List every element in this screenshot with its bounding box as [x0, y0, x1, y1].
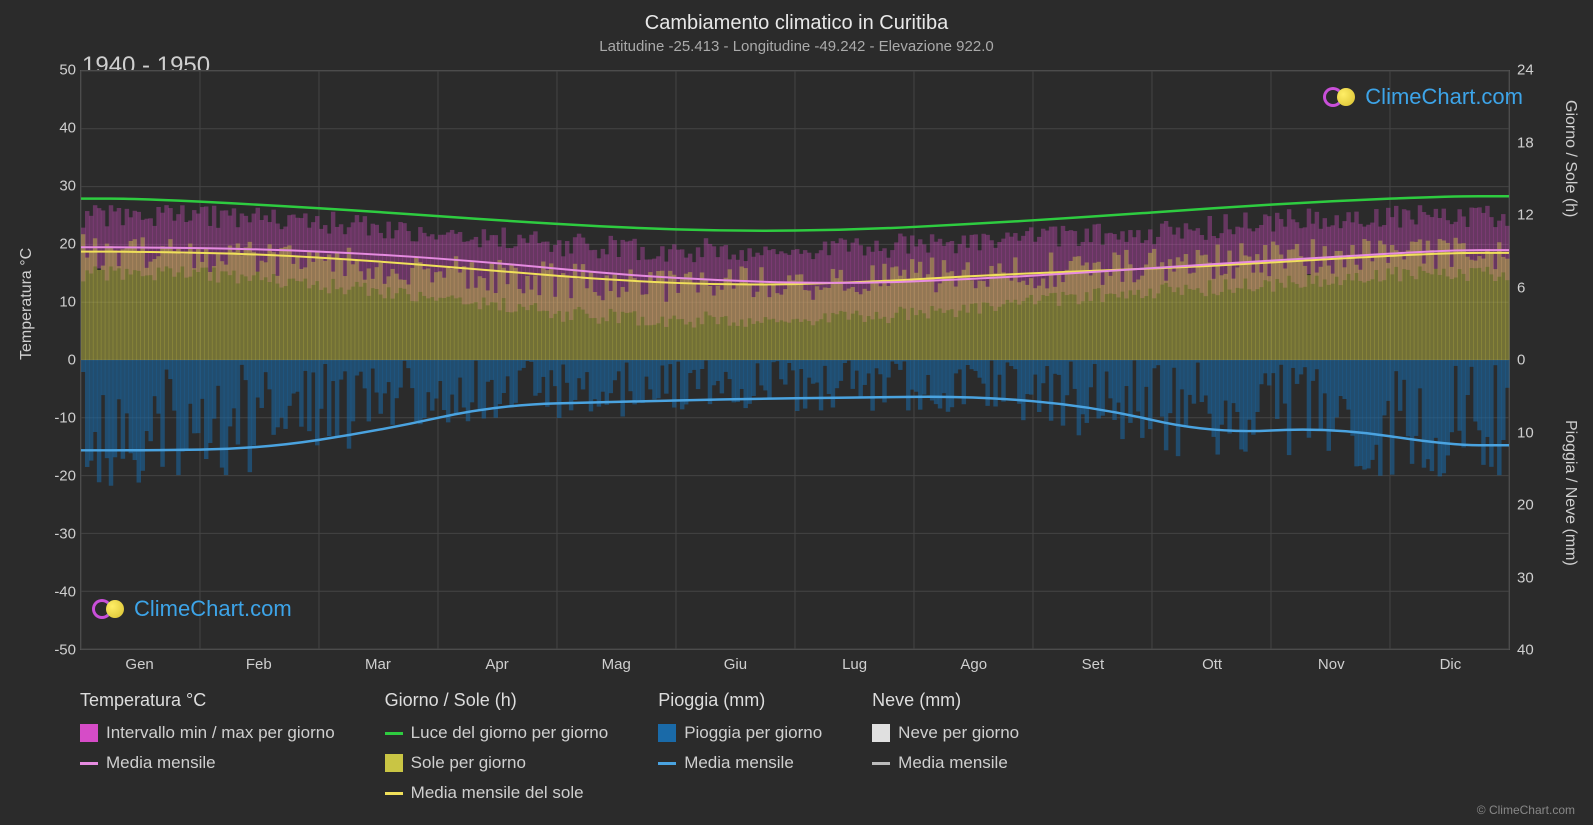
legend-daylight: Luce del giorno per giorno	[385, 723, 609, 743]
legend-day-head: Giorno / Sole (h)	[385, 690, 609, 711]
swatch-snow-icon	[872, 724, 890, 742]
axis-tick: -20	[48, 468, 76, 485]
watermark-top: ClimeChart.com	[1323, 84, 1523, 110]
month-tick: Giu	[724, 656, 747, 673]
y2b-axis-label: Pioggia / Neve (mm)	[1561, 420, 1579, 566]
axis-tick: 0	[1517, 352, 1545, 369]
legend-snow-mean: Media mensile	[872, 753, 1019, 773]
legend-snow-head: Neve (mm)	[872, 690, 1019, 711]
swatch-rain-icon	[658, 724, 676, 742]
y2a-axis-label: Giorno / Sole (h)	[1561, 100, 1579, 217]
y1-axis-label: Temperatura °C	[18, 248, 36, 360]
legend-temp-range: Intervallo min / max per giorno	[80, 723, 335, 743]
legend-snow-daily: Neve per giorno	[872, 723, 1019, 743]
legend-temp-head: Temperatura °C	[80, 690, 335, 711]
plot-area	[80, 70, 1510, 650]
swatch-sun-icon	[385, 754, 403, 772]
legend-snow: Neve (mm) Neve per giorno Media mensile	[872, 690, 1019, 803]
watermark-text: ClimeChart.com	[134, 596, 292, 622]
month-tick: Mar	[365, 656, 391, 673]
chart-title: Cambiamento climatico in Curitiba	[0, 12, 1593, 35]
copyright: © ClimeChart.com	[1477, 803, 1575, 817]
legend-rain-mean-label: Media mensile	[684, 753, 794, 773]
axis-tick: 12	[1517, 207, 1545, 224]
axis-tick: 0	[48, 352, 76, 369]
axis-tick: 50	[48, 62, 76, 79]
axis-tick: 10	[48, 294, 76, 311]
legend-temp: Temperatura °C Intervallo min / max per …	[80, 690, 335, 803]
legend-temp-mean: Media mensile	[80, 753, 335, 773]
axis-tick: -40	[48, 584, 76, 601]
swatch-sun-mean-icon	[385, 792, 403, 795]
month-tick: Apr	[485, 656, 508, 673]
logo-icon	[92, 597, 128, 621]
month-tick: Ott	[1202, 656, 1222, 673]
plot-svg	[81, 71, 1509, 649]
swatch-temp-mean-icon	[80, 762, 98, 765]
legend-day: Giorno / Sole (h) Luce del giorno per gi…	[385, 690, 609, 803]
month-tick: Feb	[246, 656, 272, 673]
logo-icon	[1323, 85, 1359, 109]
month-tick: Gen	[125, 656, 153, 673]
month-tick: Ago	[960, 656, 987, 673]
axis-tick: 40	[1517, 642, 1545, 659]
axis-tick: -30	[48, 526, 76, 543]
swatch-temp-range-icon	[80, 724, 98, 742]
month-tick: Lug	[842, 656, 867, 673]
axis-tick: 40	[48, 120, 76, 137]
legend-temp-range-label: Intervallo min / max per giorno	[106, 723, 335, 743]
legend-rain: Pioggia (mm) Pioggia per giorno Media me…	[658, 690, 822, 803]
axis-tick: 18	[1517, 134, 1545, 151]
axis-tick: 24	[1517, 62, 1545, 79]
axis-tick: 30	[48, 178, 76, 195]
swatch-snow-mean-icon	[872, 762, 890, 765]
legend-rain-mean: Media mensile	[658, 753, 822, 773]
legend-snow-daily-label: Neve per giorno	[898, 723, 1019, 743]
legend-rain-daily: Pioggia per giorno	[658, 723, 822, 743]
month-tick: Dic	[1440, 656, 1462, 673]
legend: Temperatura °C Intervallo min / max per …	[80, 690, 1510, 803]
swatch-rain-mean-icon	[658, 762, 676, 765]
axis-tick: 30	[1517, 569, 1545, 586]
axis-tick: 10	[1517, 424, 1545, 441]
watermark-bottom: ClimeChart.com	[92, 596, 292, 622]
legend-sun-daily-label: Sole per giorno	[411, 753, 526, 773]
axis-tick: 6	[1517, 279, 1545, 296]
chart-subtitle: Latitudine -25.413 - Longitudine -49.242…	[0, 38, 1593, 55]
watermark-text: ClimeChart.com	[1365, 84, 1523, 110]
month-tick: Mag	[602, 656, 631, 673]
legend-sun-mean: Media mensile del sole	[385, 783, 609, 803]
month-tick: Set	[1082, 656, 1105, 673]
axis-tick: -50	[48, 642, 76, 659]
legend-rain-head: Pioggia (mm)	[658, 690, 822, 711]
legend-snow-mean-label: Media mensile	[898, 753, 1008, 773]
axis-tick: 20	[1517, 497, 1545, 514]
axis-tick: -10	[48, 410, 76, 427]
axis-tick: 20	[48, 236, 76, 253]
legend-sun-mean-label: Media mensile del sole	[411, 783, 584, 803]
legend-temp-mean-label: Media mensile	[106, 753, 216, 773]
legend-sun-daily: Sole per giorno	[385, 753, 609, 773]
swatch-daylight-icon	[385, 732, 403, 735]
legend-daylight-label: Luce del giorno per giorno	[411, 723, 609, 743]
legend-rain-daily-label: Pioggia per giorno	[684, 723, 822, 743]
month-tick: Nov	[1318, 656, 1345, 673]
